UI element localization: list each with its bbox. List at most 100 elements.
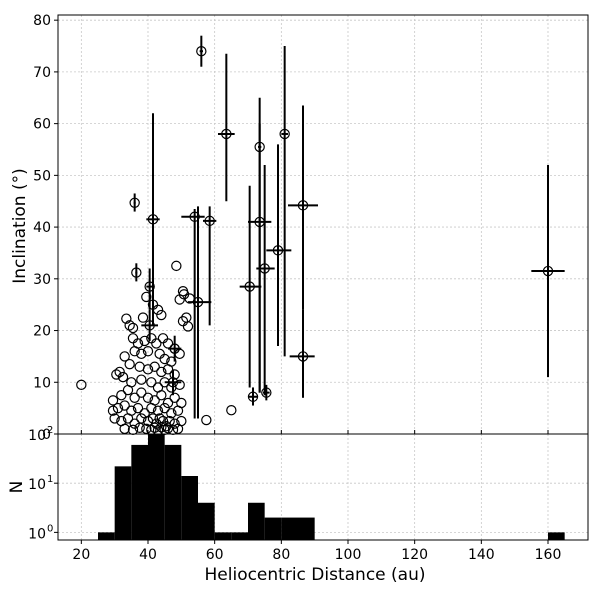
- data-point: [149, 422, 160, 433]
- y-tick-label: 10: [28, 526, 46, 542]
- data-point: [254, 141, 265, 153]
- histogram-bar: [98, 532, 115, 540]
- data-point: [111, 369, 122, 380]
- histogram-bar: [248, 502, 265, 540]
- y-tick-label: 10: [28, 477, 46, 493]
- histogram-bar: [131, 444, 148, 540]
- data-point: [172, 405, 184, 416]
- data-point: [159, 353, 170, 365]
- data-point: [132, 402, 144, 414]
- data-point: [162, 338, 174, 349]
- histogram-bar: [298, 517, 315, 540]
- data-point: [139, 335, 150, 347]
- data-point: [127, 333, 139, 344]
- y-tick-label: 0: [42, 427, 51, 443]
- y-tick-exponent: 0: [47, 523, 53, 534]
- data-point: [247, 391, 259, 402]
- data-point: [129, 392, 140, 403]
- x-tick-label: 160: [535, 547, 562, 563]
- data-point: [149, 361, 160, 372]
- histogram-bar: [181, 476, 198, 540]
- y-tick-label: 80: [33, 13, 51, 29]
- data-point: [136, 348, 147, 360]
- data-point: [121, 313, 132, 324]
- data-point: [297, 200, 309, 211]
- data-point: [244, 281, 255, 292]
- data-point: [272, 245, 284, 256]
- data-point: [297, 351, 309, 362]
- data-point: [76, 379, 87, 391]
- y-tick-exponent: 2: [47, 425, 53, 436]
- data-point: [141, 291, 152, 303]
- data-point: [174, 379, 185, 391]
- data-point: [119, 400, 130, 411]
- histogram-bar: [231, 532, 248, 540]
- data-point: [142, 346, 154, 357]
- data-point: [157, 333, 169, 344]
- bottom-axes-frame: [57, 433, 589, 541]
- data-point: [129, 346, 140, 357]
- histogram-bar: [548, 532, 565, 540]
- y-tick-label: 50: [33, 168, 51, 184]
- data-point: [226, 405, 237, 416]
- data-point: [127, 322, 139, 334]
- data-point: [124, 320, 135, 331]
- data-point: [154, 348, 165, 360]
- x-tick-label: 40: [139, 547, 157, 563]
- data-point: [156, 366, 167, 378]
- data-point: [122, 384, 134, 396]
- histogram-bar: [164, 444, 182, 540]
- y-tick-label: 10: [28, 428, 46, 444]
- data-point: [147, 214, 159, 225]
- data-point: [174, 294, 185, 305]
- data-point: [182, 321, 194, 332]
- data-point: [152, 405, 164, 416]
- data-point: [107, 405, 119, 416]
- data-point: [131, 267, 142, 278]
- data-point: [112, 402, 124, 414]
- data-point: [184, 293, 195, 304]
- data-point: [151, 338, 162, 349]
- x-tick-label: 60: [206, 547, 224, 563]
- data-point: [162, 423, 174, 434]
- histogram-bar: [148, 434, 165, 540]
- count-axis-label: N: [7, 481, 27, 494]
- y-tick-label: 70: [33, 65, 51, 81]
- data-point: [261, 387, 272, 398]
- y-tick-exponent: 1: [47, 474, 53, 485]
- data-point: [159, 377, 170, 388]
- data-point: [254, 216, 265, 228]
- data-point: [137, 312, 149, 323]
- data-point: [169, 392, 180, 403]
- data-point: [162, 364, 174, 375]
- data-point: [116, 390, 127, 401]
- y-tick-label: 10: [33, 375, 51, 391]
- data-point: [169, 343, 180, 354]
- x-tick-label: 20: [72, 547, 90, 563]
- data-point: [171, 260, 182, 272]
- data-point: [136, 374, 147, 385]
- data-point: [141, 423, 152, 435]
- data-point: [136, 387, 147, 398]
- data-point: [174, 348, 185, 360]
- data-point: [259, 263, 270, 274]
- data-point: [164, 415, 175, 427]
- data-point: [156, 390, 167, 401]
- data-point: [144, 320, 155, 331]
- x-tick-label: 120: [401, 547, 428, 563]
- histogram-bar: [198, 502, 215, 540]
- data-point: [142, 392, 154, 403]
- data-point: [117, 371, 129, 383]
- data-point: [159, 402, 170, 414]
- data-point: [196, 46, 207, 57]
- data-point: [156, 309, 167, 321]
- inclination-panel: 0 10 20 30 40 50 60 70 80: [33, 13, 589, 443]
- data-point: [109, 413, 120, 424]
- data-point: [124, 358, 135, 370]
- data-point: [142, 364, 154, 375]
- data-point: [201, 414, 212, 426]
- data-point: [172, 423, 184, 435]
- data-point: [122, 413, 134, 424]
